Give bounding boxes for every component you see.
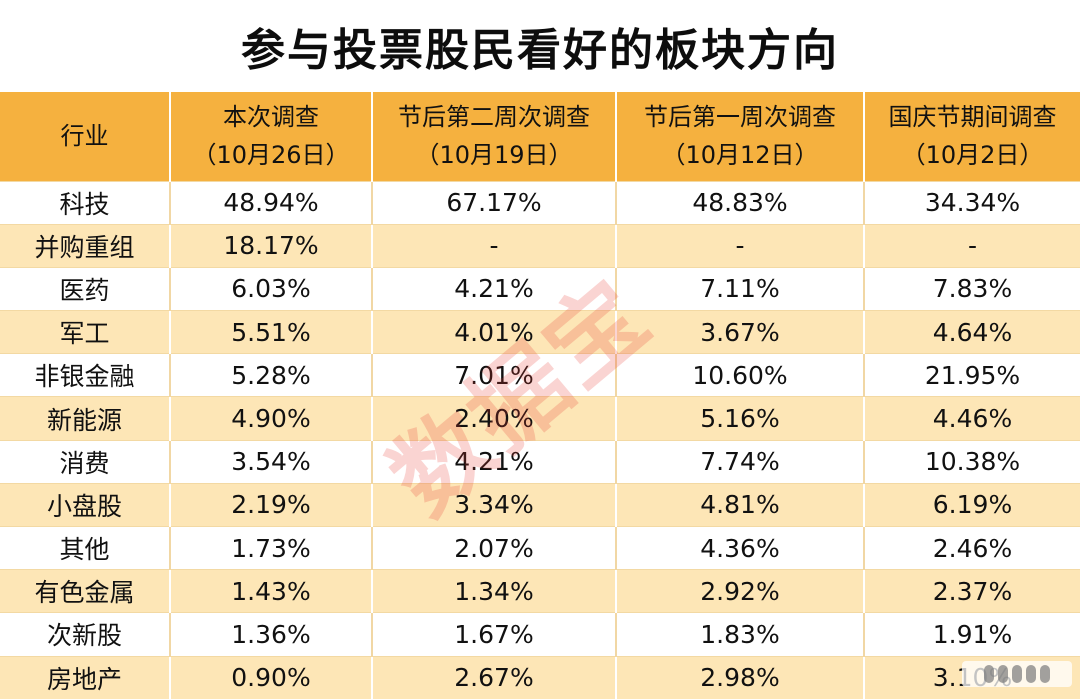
header-line1: 本次调查 [223, 103, 319, 132]
table-row: 并购重组 18.17% - - - [0, 223, 1080, 268]
value-cell: 2.19% [169, 482, 372, 527]
table-row: 有色金属 1.43% 1.34% 2.92% 2.37% [0, 569, 1080, 613]
value-cell: 3.54% [169, 439, 372, 484]
value-cell: 7.01% [371, 353, 616, 397]
industry-cell: 医药 [0, 266, 170, 311]
value-cell: 4.46% [863, 396, 1080, 441]
header-line2: （10月26日） [192, 141, 350, 170]
header-current-survey: 本次调查 （10月26日） [169, 92, 372, 181]
value-cell: 4.64% [863, 310, 1080, 354]
value-cell: 2.92% [615, 569, 864, 613]
value-cell: 1.36% [169, 612, 372, 657]
value-cell: 10.38% [863, 439, 1080, 484]
value-cell: 7.83% [863, 266, 1080, 311]
value-cell: 1.73% [169, 525, 372, 570]
industry-cell: 房地产 [0, 655, 170, 699]
table-row: 新能源 4.90% 2.40% 5.16% 4.46% [0, 396, 1080, 441]
value-cell: 2.98% [615, 655, 864, 699]
value-cell: 2.40% [371, 396, 616, 441]
table-row: 消费 3.54% 4.21% 7.74% 10.38% [0, 439, 1080, 484]
industry-cell: 并购重组 [0, 223, 170, 268]
value-cell: 4.81% [615, 482, 864, 527]
table-row: 其他 1.73% 2.07% 4.36% 2.46% [0, 525, 1080, 570]
industry-cell: 消费 [0, 439, 170, 484]
value-cell: 2.07% [371, 525, 616, 570]
table-row: 非银金融 5.28% 7.01% 10.60% 21.95% [0, 353, 1080, 397]
page-title: 参与投票股民看好的板块方向 [241, 25, 839, 76]
value-cell: 18.17% [169, 223, 372, 268]
value-cell: 4.01% [371, 310, 616, 354]
value-cell: 48.94% [169, 180, 372, 225]
header-industry: 行业 [0, 92, 170, 181]
value-cell: 5.16% [615, 396, 864, 441]
header-line1: 国庆节期间调查 [888, 103, 1057, 132]
header-line1: 节后第二周次调查 [398, 103, 590, 132]
value-cell: 1.34% [371, 569, 616, 613]
value-cell: 1.67% [371, 612, 616, 657]
value-cell: 2.67% [371, 655, 616, 699]
table-row: 小盘股 2.19% 3.34% 4.81% 6.19% [0, 482, 1080, 527]
industry-cell: 科技 [0, 180, 170, 225]
industry-cell: 军工 [0, 310, 170, 354]
industry-cell: 其他 [0, 525, 170, 570]
header-holiday-survey: 国庆节期间调查 （10月2日） [863, 92, 1080, 181]
industry-cell: 新能源 [0, 396, 170, 441]
value-cell: 1.43% [169, 569, 372, 613]
header-line1: 节后第一周次调查 [644, 103, 836, 132]
source-logo-icon [962, 661, 1072, 687]
value-cell: 3.34% [371, 482, 616, 527]
industry-cell: 有色金属 [0, 569, 170, 613]
value-cell: 4.21% [371, 266, 616, 311]
table-row: 科技 48.94% 67.17% 48.83% 34.34% [0, 180, 1080, 225]
sector-vote-table: 行业 本次调查 （10月26日） 节后第二周次调查 （10月19日） 节后第一周… [0, 92, 1080, 699]
value-cell: 4.90% [169, 396, 372, 441]
industry-cell: 非银金融 [0, 353, 170, 397]
value-cell: 7.11% [615, 266, 864, 311]
value-cell: 5.28% [169, 353, 372, 397]
industry-cell: 小盘股 [0, 482, 170, 527]
value-cell: 2.46% [863, 525, 1080, 570]
header-line2: （10月12日） [661, 141, 819, 170]
value-cell: 21.95% [863, 353, 1080, 397]
value-cell: 48.83% [615, 180, 864, 225]
value-cell: 1.83% [615, 612, 864, 657]
value-cell: 6.03% [169, 266, 372, 311]
table-header-row: 行业 本次调查 （10月26日） 节后第二周次调查 （10月19日） 节后第一周… [0, 92, 1080, 181]
value-cell: 1.91% [863, 612, 1080, 657]
header-line1: 行业 [60, 122, 109, 151]
value-cell: - [615, 223, 864, 268]
value-cell: 10.60% [615, 353, 864, 397]
header-week2-survey: 节后第二周次调查 （10月19日） [371, 92, 616, 181]
value-cell: - [863, 223, 1080, 268]
table-row: 军工 5.51% 4.01% 3.67% 4.64% [0, 310, 1080, 354]
header-week1-survey: 节后第一周次调查 （10月12日） [615, 92, 864, 181]
header-line2: （10月2日） [901, 141, 1044, 170]
value-cell: 2.37% [863, 569, 1080, 613]
value-cell: 0.90% [169, 655, 372, 699]
value-cell: 5.51% [169, 310, 372, 354]
industry-cell: 次新股 [0, 612, 170, 657]
table-row: 次新股 1.36% 1.67% 1.83% 1.91% [0, 612, 1080, 657]
value-cell: 67.17% [371, 180, 616, 225]
value-cell: 7.74% [615, 439, 864, 484]
table-row: 房地产 0.90% 2.67% 2.98% 3.10% [0, 655, 1080, 699]
value-cell: 4.21% [371, 439, 616, 484]
value-cell: 3.67% [615, 310, 864, 354]
table-row: 医药 6.03% 4.21% 7.11% 7.83% [0, 266, 1080, 311]
value-cell: 4.36% [615, 525, 864, 570]
value-cell: 34.34% [863, 180, 1080, 225]
header-line2: （10月19日） [415, 141, 573, 170]
value-cell: 6.19% [863, 482, 1080, 527]
value-cell: - [371, 223, 616, 268]
